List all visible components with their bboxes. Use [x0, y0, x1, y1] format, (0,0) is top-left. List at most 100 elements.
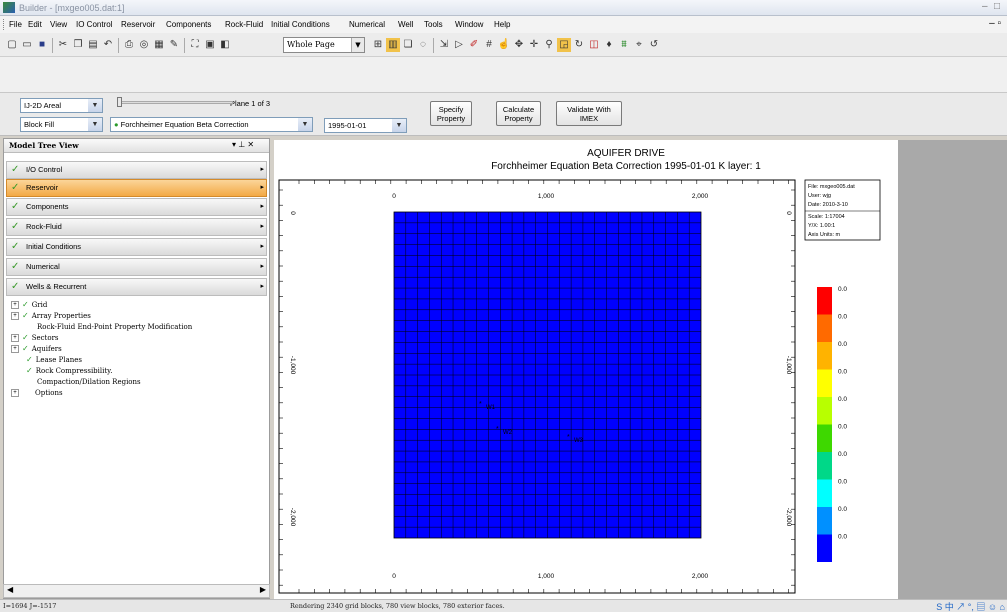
property-select[interactable]: ● Forchheimer Equation Beta Correction ▼ — [110, 117, 313, 132]
property-value: Forchheimer Equation Beta Correction — [120, 120, 249, 129]
well-w2[interactable]: * W2 — [496, 426, 513, 436]
pan-icon[interactable]: ✛ — [529, 39, 539, 50]
menu-edit[interactable]: Edit — [28, 20, 42, 29]
view-type-select[interactable]: IJ-2D Areal ▼ — [20, 98, 103, 113]
tree-item-grid[interactable]: + ✓ Grid — [11, 300, 47, 310]
cut-icon[interactable]: ✂ — [58, 39, 68, 50]
undo-icon[interactable]: ↶ — [103, 39, 113, 50]
well-w1[interactable]: * W1 — [479, 401, 496, 411]
grid-edit-icon[interactable]: # — [486, 39, 492, 50]
chevron-down-icon[interactable]: ▼ — [298, 118, 312, 131]
pen-icon[interactable]: ✎ — [169, 39, 179, 50]
chevron-down-icon[interactable]: ▼ — [392, 119, 406, 132]
plot-canvas[interactable]: AQUIFER DRIVE Forchheimer Equation Beta … — [274, 140, 898, 599]
frame-icon[interactable]: ▣ — [205, 39, 215, 50]
nav-io-control[interactable]: ✓ I/O Control ▸ — [6, 161, 267, 179]
globe-icon[interactable]: ◌ — [420, 39, 426, 50]
copy-icon[interactable]: ❐ — [73, 39, 83, 50]
layout-icon[interactable]: ▥ — [386, 38, 400, 52]
ime-tray-icons[interactable]: S 中 ↗ °, ▤ ☺ ⌂ — [936, 602, 1005, 612]
menu-window[interactable]: Window — [455, 20, 484, 29]
fill-type-select[interactable]: Block Fill ▼ — [20, 117, 103, 132]
crosshair-icon[interactable]: ⌖ — [636, 39, 642, 50]
calculate-property-button[interactable]: Calculate Property — [496, 101, 541, 126]
tree-item-array-properties[interactable]: + ✓ Array Properties — [11, 311, 91, 321]
well-w3[interactable]: * W3 — [567, 434, 584, 444]
nav-wells-recurrent[interactable]: ✓ Wells & Recurrent ▸ — [6, 278, 267, 296]
chevron-down-icon[interactable]: ▼ — [88, 99, 102, 112]
paste-icon[interactable]: ▤ — [88, 39, 98, 50]
3d-view-icon[interactable]: ◫ — [589, 39, 599, 50]
scroll-right-icon[interactable]: ▶ — [259, 585, 266, 594]
page-icon[interactable]: ◧ — [220, 39, 230, 50]
horizontal-scrollbar[interactable]: ◀ ▶ — [3, 584, 270, 598]
expand-icon[interactable]: + — [11, 301, 19, 309]
nav-rock-fluid[interactable]: ✓ Rock-Fluid ▸ — [6, 218, 267, 236]
maximize-button[interactable]: □ — [994, 1, 1001, 12]
menu-initial-conditions[interactable]: Initial Conditions — [271, 20, 330, 29]
reservoir-grid[interactable] — [393, 211, 702, 539]
menu-io-control[interactable]: IO Control — [76, 20, 113, 29]
nav-initial-conditions[interactable]: ✓ Initial Conditions ▸ — [6, 238, 267, 256]
expand-icon[interactable]: + — [11, 312, 19, 320]
expand-icon[interactable]: + — [11, 334, 19, 342]
minimize-button[interactable]: – — [982, 1, 988, 12]
expand-icon[interactable]: + — [11, 389, 19, 397]
window-icon[interactable]: ❏ — [403, 39, 413, 50]
menu-file[interactable]: File — [9, 20, 22, 29]
plane-slider-thumb[interactable] — [117, 97, 122, 107]
validate-with-imex-button[interactable]: Validate With IMEX — [556, 101, 622, 126]
tree-item-rock-fluid-endpoint[interactable]: Rock-Fluid End-Point Property Modificati… — [37, 322, 192, 332]
tree-item-options[interactable]: + Options — [11, 388, 63, 398]
tree-item-compaction-dilation[interactable]: Compaction/Dilation Regions — [37, 377, 141, 387]
refresh-icon[interactable]: ↺ — [649, 39, 659, 50]
open-icon[interactable]: ▭ — [22, 39, 32, 50]
wells-icon[interactable]: ⩩ — [621, 39, 627, 50]
mdi-controls[interactable]: – ▫ — [989, 18, 1001, 29]
rotate-icon[interactable]: ↻ — [574, 39, 584, 50]
scroll-left-icon[interactable]: ◀ — [7, 585, 14, 594]
insert-icon[interactable]: ⇲ — [439, 39, 449, 50]
menu-well[interactable]: Well — [398, 20, 414, 29]
specify-property-button[interactable]: Specify Property — [430, 101, 472, 126]
save-icon[interactable]: ■ — [38, 39, 46, 50]
zoom-fit-icon[interactable]: ⛶ — [191, 39, 199, 50]
move-icon[interactable]: ✥ — [514, 39, 524, 50]
nav-components[interactable]: ✓ Components ▸ — [6, 198, 267, 216]
nav-reservoir[interactable]: ✓ Reservoir ▸ — [6, 179, 267, 197]
zoom-select[interactable]: Whole Page ▼ — [283, 37, 365, 53]
menu-rock-fluid[interactable]: Rock-Fluid — [225, 20, 264, 29]
plot-view[interactable]: AQUIFER DRIVE Forchheimer Equation Beta … — [274, 140, 898, 599]
menu-reservoir[interactable]: Reservoir — [121, 20, 156, 29]
tree-item-sectors[interactable]: + ✓ Sectors — [11, 333, 59, 343]
zoom-box-icon[interactable]: ◲ — [557, 38, 571, 52]
menu-view[interactable]: View — [50, 20, 68, 29]
well-icon[interactable]: ♦ — [606, 39, 612, 50]
tree-label: Aquifers — [31, 345, 62, 353]
menu-numerical[interactable]: Numerical — [349, 20, 386, 29]
print-icon[interactable]: ⎙ — [125, 39, 133, 50]
menu-help[interactable]: Help — [494, 20, 511, 29]
menu-components[interactable]: Components — [166, 20, 212, 29]
printer-setup-icon[interactable]: ▦ — [154, 39, 164, 50]
empty-toolbar-band — [0, 57, 1007, 93]
panel-pin-close-icon[interactable]: ▾ ⊥ ✕ — [232, 140, 255, 149]
zoom-in-icon[interactable]: ⚲ — [545, 39, 553, 50]
tree-item-aquifers[interactable]: + ✓ Aquifers — [11, 344, 62, 354]
menu-tools[interactable]: Tools — [424, 20, 443, 29]
draw-icon[interactable]: ✐ — [469, 39, 479, 50]
tree-item-rock-compressibility[interactable]: ✓ Rock Compressibility. — [26, 366, 112, 376]
pointer-icon[interactable]: ▷ — [455, 39, 463, 50]
tree-item-lease-planes[interactable]: ✓ Lease Planes — [26, 355, 82, 365]
hand-icon[interactable]: ☝ — [497, 39, 511, 50]
expand-icon[interactable]: + — [11, 345, 19, 353]
date-select[interactable]: 1995-01-01 ▼ — [324, 118, 407, 133]
grid-icon[interactable]: ⊞ — [373, 39, 383, 50]
chevron-down-icon[interactable]: ▼ — [351, 38, 364, 52]
chevron-down-icon[interactable]: ▼ — [88, 118, 102, 131]
x-tick-bottom-0: 0 — [392, 573, 396, 580]
nav-numerical[interactable]: ✓ Numerical ▸ — [6, 258, 267, 276]
plane-slider-track[interactable] — [117, 101, 233, 104]
preview-icon[interactable]: ◎ — [139, 39, 149, 50]
new-icon[interactable]: ▢ — [7, 39, 17, 50]
